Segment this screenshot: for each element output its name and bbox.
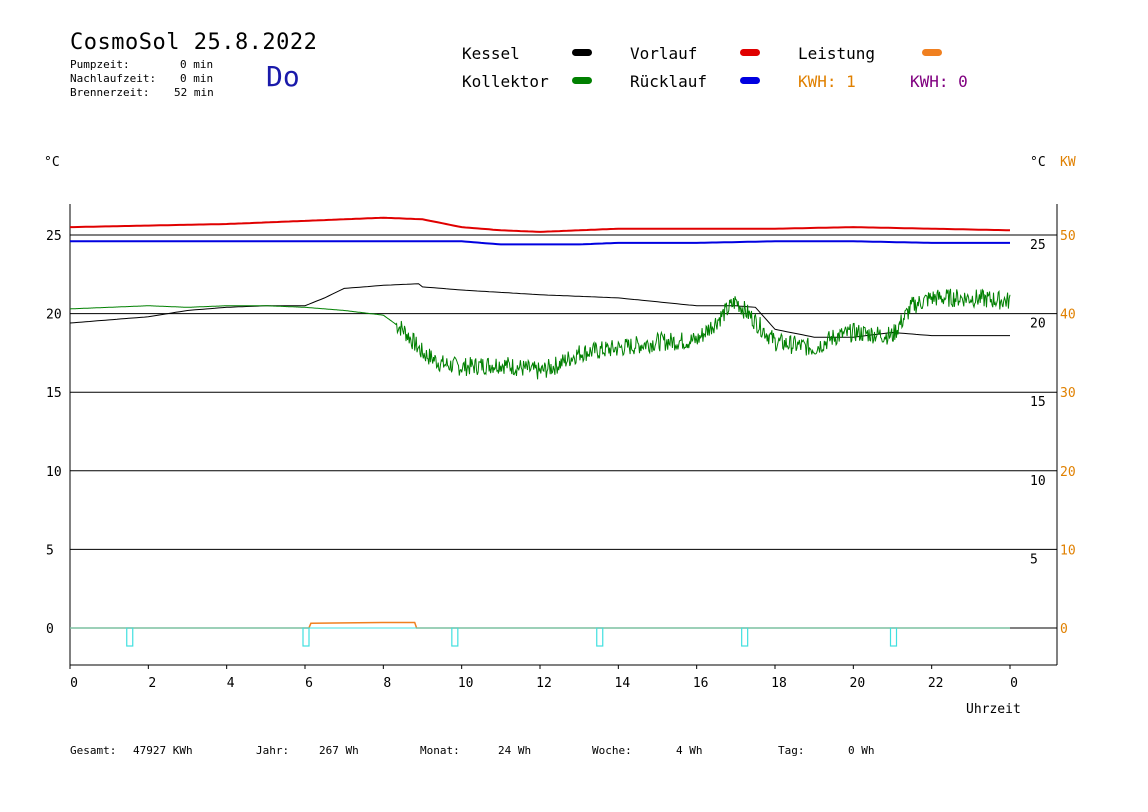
legend-leistung-swatch [922, 49, 942, 56]
footer-gesamt-label: Gesamt: [70, 744, 117, 757]
x-tick-label: 12 [536, 676, 552, 691]
x-tick-label: 0 [1010, 676, 1018, 691]
series-vorlauf [70, 216, 1011, 233]
series-leistung [70, 621, 1010, 629]
stat-pumpzeit-value: 0 min [180, 58, 214, 71]
footer-woche-value: 4 Wh [676, 744, 703, 757]
pump-pulse [741, 627, 749, 647]
legend-vorlauf-label: Vorlauf [630, 44, 698, 63]
pump-pulse [126, 627, 134, 647]
legend-kessel-label: Kessel [462, 44, 520, 63]
stat-brennerzeit-label: Brennerzeit: [70, 86, 150, 99]
x-tick-label: 6 [305, 676, 313, 691]
y-left-tick-label: 5 [46, 543, 54, 558]
y-right-kw-tick-label: 40 [1060, 308, 1076, 323]
legend-vorlauf-swatch [740, 49, 760, 56]
y-left-tick-label: 25 [46, 229, 62, 244]
x-tick-label: 20 [850, 676, 866, 691]
left-axis-unit: °C [44, 155, 60, 170]
chart-title: CosmoSol 25.8.2022 [70, 30, 318, 55]
y-right-celsius-tick-label: 20 [1030, 317, 1046, 332]
footer-monat-label: Monat: [420, 744, 460, 757]
footer-jahr-label: Jahr: [256, 744, 290, 757]
pump-pulse [889, 627, 898, 647]
footer-tag-label: Tag: [778, 744, 805, 757]
legend-ruecklauf-label: Rücklauf [630, 72, 708, 91]
footer-monat-value: 24 Wh [498, 744, 532, 757]
footer-jahr-value: 267 Wh [319, 744, 359, 757]
legend-leistung-label: Leistung [798, 44, 876, 63]
y-right-kw-tick-label: 20 [1060, 465, 1076, 480]
stat-nachlaufzeit-value: 0 min [180, 72, 214, 85]
x-tick-label: 22 [928, 676, 944, 691]
y-left-tick-label: 20 [46, 308, 62, 323]
x-tick-label: 18 [771, 676, 787, 691]
right-axis-unit-celsius: °C [1030, 155, 1046, 170]
x-tick-label: 4 [227, 676, 235, 691]
y-right-celsius-tick-label: 25 [1030, 238, 1046, 253]
x-tick-label: 16 [693, 676, 709, 691]
y-right-celsius-tick-label: 5 [1030, 552, 1038, 567]
footer-tag-value: 0 Wh [848, 744, 875, 757]
legend-ruecklauf-swatch [740, 77, 760, 84]
y-right-kw-tick-label: 10 [1060, 543, 1076, 558]
x-tick-label: 10 [458, 676, 474, 691]
footer-woche-label: Woche: [592, 744, 632, 757]
weekday-label: Do [266, 60, 300, 93]
legend-kollektor-swatch [572, 77, 592, 84]
x-tick-label: 0 [70, 676, 78, 691]
right-axis-unit-kw: KW [1060, 155, 1076, 170]
y-right-kw-tick-label: 50 [1060, 229, 1076, 244]
y-right-celsius-tick-label: 10 [1030, 474, 1046, 489]
legend-kwh-0: KWH: 0 [910, 72, 968, 91]
stat-nachlaufzeit-label: Nachlaufzeit: [70, 72, 157, 85]
x-tick-label: 2 [148, 676, 156, 691]
x-axis-label: Uhrzeit [966, 702, 1021, 717]
legend-kessel-swatch [572, 49, 592, 56]
pump-pulse [451, 627, 459, 647]
pump-pulse [596, 627, 604, 647]
y-left-tick-label: 10 [46, 465, 62, 480]
stat-brennerzeit-value: 52 min [174, 86, 214, 99]
y-right-kw-tick-label: 30 [1060, 386, 1076, 401]
legend-kwh-1: KWH: 1 [798, 72, 856, 91]
pump-pulse [302, 627, 310, 647]
stat-pumpzeit-label: Pumpzeit: [70, 58, 130, 71]
series-ruecklauf [70, 240, 1010, 246]
legend-kollektor-label: Kollektor [462, 72, 549, 91]
series-kollektor [70, 288, 1011, 380]
y-left-tick-label: 0 [46, 622, 54, 637]
x-tick-label: 8 [383, 676, 391, 691]
x-tick-label: 14 [615, 676, 631, 691]
y-right-celsius-tick-label: 15 [1030, 395, 1046, 410]
series-kessel [69, 283, 1010, 338]
footer-gesamt-value: 47927 KWh [133, 744, 193, 757]
y-right-kw-tick-label: 0 [1060, 622, 1068, 637]
y-left-tick-label: 15 [46, 386, 62, 401]
